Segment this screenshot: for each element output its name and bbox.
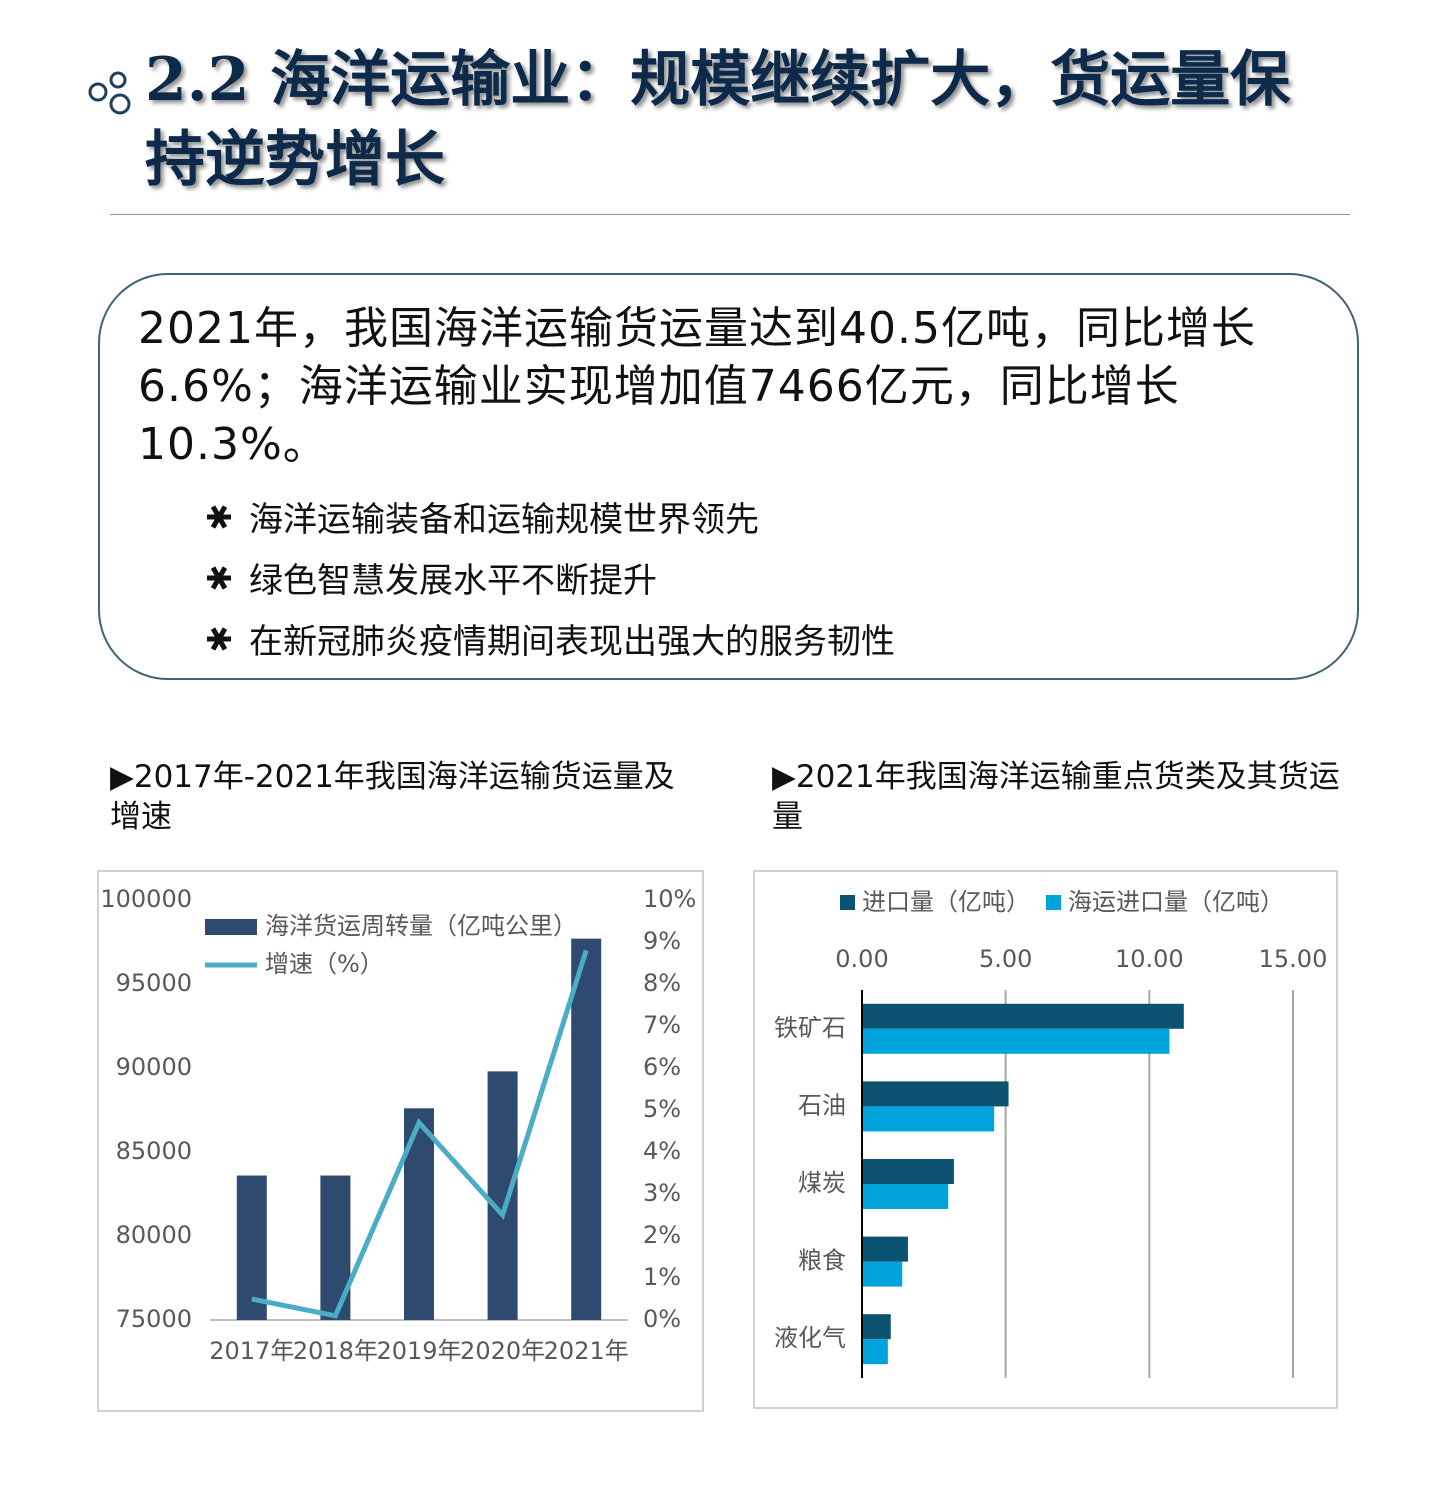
bar xyxy=(862,1339,888,1365)
x-tick-label: 15.00 xyxy=(1259,945,1328,973)
y2-tick-label: 10% xyxy=(643,885,696,913)
legend-swatch xyxy=(1046,895,1061,910)
legend-label: 进口量（亿吨） xyxy=(862,888,1030,916)
bullet-icon xyxy=(207,626,231,651)
bar xyxy=(862,1106,995,1132)
x-tick-label: 10.00 xyxy=(1115,945,1184,973)
y2-tick-label: 4% xyxy=(643,1137,681,1165)
legend-label: 海洋货运周转量（亿吨公里） xyxy=(265,912,577,940)
y-tick-label: 95000 xyxy=(116,969,192,997)
y-tick-label: 100000 xyxy=(100,885,192,913)
y-tick-label: 液化气 xyxy=(774,1324,846,1352)
y-tick-label: 85000 xyxy=(116,1137,192,1165)
bullet-text: 绿色智慧发展水平不断提升 xyxy=(249,561,657,601)
y-tick-label: 75000 xyxy=(116,1305,192,1333)
y2-tick-label: 8% xyxy=(643,969,681,997)
bullet-text: 在新冠肺炎疫情期间表现出强大的服务韧性 xyxy=(249,622,895,662)
y-tick-label: 80000 xyxy=(116,1221,192,1249)
y2-tick-label: 5% xyxy=(643,1095,681,1123)
line xyxy=(251,949,589,1319)
bullet-stroke xyxy=(210,565,228,590)
legend-label: 海运进口量（亿吨） xyxy=(1068,888,1284,916)
bar xyxy=(862,1236,908,1262)
x-tick-label: 5.00 xyxy=(979,945,1032,973)
bullet-icon xyxy=(207,504,231,529)
y2-tick-label: 6% xyxy=(643,1053,681,1081)
bullet: 绿色智慧发展水平不断提升 xyxy=(205,547,895,608)
bar xyxy=(862,1003,1184,1029)
bullet: 在新冠肺炎疫情期间表现出强大的服务韧性 xyxy=(205,608,895,669)
y-tick-label: 铁矿石 xyxy=(774,1014,846,1042)
bar xyxy=(862,1314,891,1340)
y-tick-label: 90000 xyxy=(116,1053,192,1081)
bar xyxy=(862,1159,954,1184)
bar xyxy=(320,1175,351,1320)
legend-swatch xyxy=(840,895,855,910)
bar xyxy=(862,1081,1009,1107)
page-title: 2.2 海洋运输业：规模继续扩大，货运量保持逆势增长 xyxy=(145,45,1291,195)
bullet-list: 海洋运输装备和运输规模世界领先 绿色智慧发展水平不断提升在新冠肺炎疫情期间表现出强… xyxy=(205,486,895,669)
x-tick-label: 2017年 xyxy=(209,1337,294,1365)
bar xyxy=(862,1184,949,1209)
x-tick-label: 2018年 xyxy=(293,1337,378,1365)
y2-tick-label: 1% xyxy=(643,1263,681,1291)
bullet: 海洋运输装备和运输规模世界领先 xyxy=(205,486,895,547)
bullet-icon xyxy=(207,565,231,590)
bar xyxy=(236,1175,267,1320)
bar xyxy=(571,938,602,1320)
bar xyxy=(487,1071,518,1320)
summary-text: 2021年，我国海洋运输货运量达到40.5亿吨，同比增长6.6%；海洋运输业实现… xyxy=(138,303,1256,470)
chart-title: ▶2021年我国海洋运输重点货类及其货运量 xyxy=(772,759,1340,835)
y2-tick-label: 0% xyxy=(643,1305,681,1333)
y2-tick-label: 7% xyxy=(643,1011,681,1039)
bullet-stroke xyxy=(210,504,228,529)
x-tick-label: 2019年 xyxy=(376,1337,461,1365)
bullet-text: 海洋运输装备和运输规模世界领先 xyxy=(249,500,759,540)
y-tick-label: 粮食 xyxy=(798,1247,846,1275)
x-tick-label: 2020年 xyxy=(460,1337,545,1365)
summary-box xyxy=(98,273,1359,680)
chart-frame xyxy=(753,870,1338,1409)
chart-frame xyxy=(97,870,704,1412)
bullet-stroke xyxy=(210,626,228,651)
title-icon xyxy=(88,71,131,115)
y-tick-label: 石油 xyxy=(798,1091,846,1119)
x-tick-label: 2021年 xyxy=(544,1337,629,1365)
y2-tick-label: 3% xyxy=(643,1179,681,1207)
chart-title: ▶2017年-2021年我国海洋运输货运量及增速 xyxy=(110,759,675,835)
bar xyxy=(404,1108,434,1320)
bar xyxy=(862,1261,903,1287)
x-tick-label: 0.00 xyxy=(835,945,888,973)
y-tick-label: 煤炭 xyxy=(798,1169,846,1197)
legend-swatch xyxy=(205,919,257,935)
legend-label: 增速（%） xyxy=(265,950,384,978)
y2-tick-label: 2% xyxy=(643,1221,681,1249)
divider xyxy=(110,214,1350,215)
y2-tick-label: 9% xyxy=(643,927,681,955)
bar xyxy=(862,1028,1170,1054)
